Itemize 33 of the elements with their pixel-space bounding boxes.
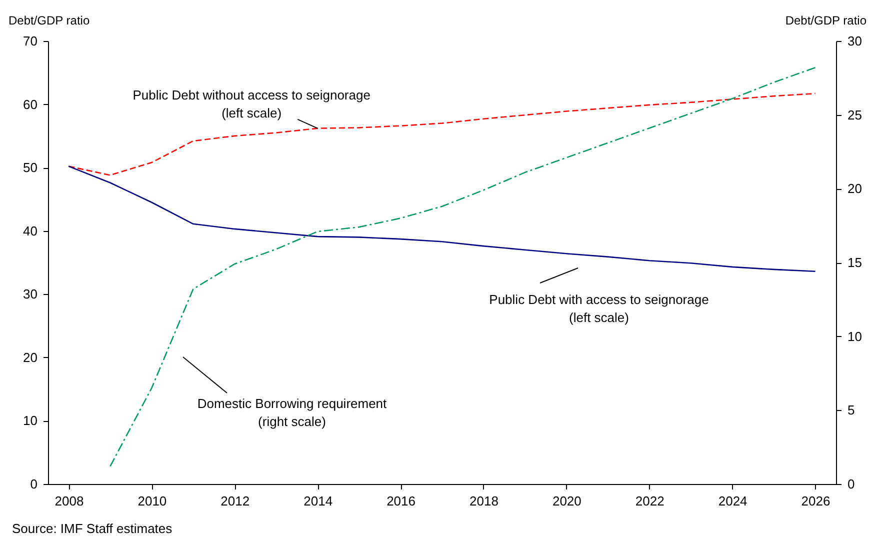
y2-axis-title: Debt/GDP ratio (785, 14, 867, 28)
annotation: Public Debt without access to seignorage (left scale) (132, 87, 370, 120)
y-tick-label: 40 (23, 223, 38, 238)
x-tick-label: 2018 (470, 494, 498, 508)
line-series (68, 166, 816, 272)
line-series (110, 66, 816, 467)
x-tick-label: 2020 (552, 494, 582, 508)
y-tick-label: 20 (23, 350, 38, 365)
y2-tick-label: 30 (848, 34, 862, 48)
x-tick-label: 2010 (138, 494, 167, 508)
annotation: Domestic Borrowing requirement (right scale) (197, 396, 388, 429)
x-tick-label: 2022 (635, 494, 664, 508)
x-tick-label: 2024 (718, 494, 748, 508)
x-tick-label: 2014 (304, 494, 333, 508)
y2-tick-label: 25 (848, 107, 862, 122)
y2-tick-label: 20 (848, 181, 862, 196)
y-tick-label: 30 (23, 286, 38, 302)
x-tick-label: 2012 (220, 494, 250, 508)
x-tick-label: 2016 (386, 494, 416, 508)
y2-tick-label: 15 (848, 255, 862, 270)
x-tick-label: 2026 (801, 494, 830, 508)
y2-tick-label: 5 (848, 402, 855, 418)
y-tick-label: 60 (23, 96, 38, 112)
y-axis-title: Debt/GDP ratio (8, 14, 90, 28)
y-tick-label: 0 (30, 476, 38, 492)
annotation: Public Debt with access to seignorage (left scale) (489, 292, 709, 325)
y2-tick-label: 0 (848, 476, 855, 492)
y-tick-label: 50 (23, 160, 38, 176)
x-tick-label: 2008 (54, 494, 84, 508)
y2-tick-label: 10 (848, 328, 862, 344)
source-note: Source: IMF Staff estimates (12, 521, 173, 536)
y-tick-label: 70 (23, 34, 38, 48)
y-tick-label: 10 (23, 413, 38, 428)
